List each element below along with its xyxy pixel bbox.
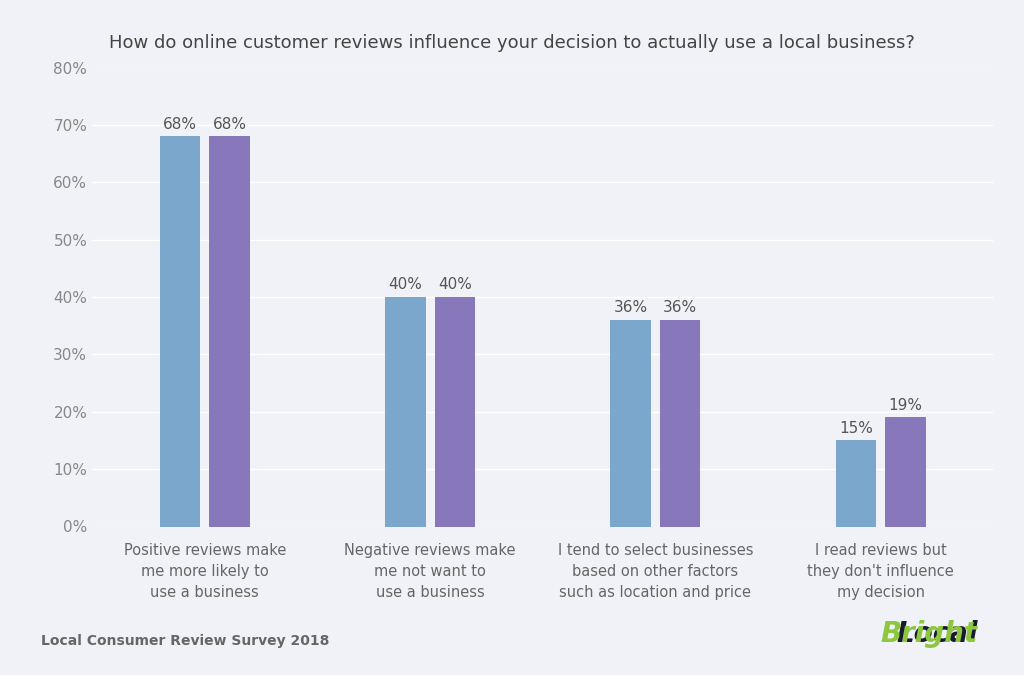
Text: How do online customer reviews influence your decision to actually use a local b: How do online customer reviews influence… xyxy=(110,34,914,52)
Text: 68%: 68% xyxy=(213,117,247,132)
Bar xyxy=(209,136,250,526)
Bar xyxy=(836,441,877,526)
Text: 36%: 36% xyxy=(613,300,647,315)
Bar xyxy=(385,297,426,526)
Text: Local: Local xyxy=(896,620,978,648)
Text: 19%: 19% xyxy=(889,398,923,413)
Text: Local Consumer Review Survey 2018: Local Consumer Review Survey 2018 xyxy=(41,634,330,648)
Text: 68%: 68% xyxy=(163,117,197,132)
Text: Bright: Bright xyxy=(881,620,978,648)
Bar xyxy=(610,320,651,526)
Text: 40%: 40% xyxy=(388,277,422,292)
Bar xyxy=(160,136,201,526)
Bar xyxy=(659,320,700,526)
Bar xyxy=(885,417,926,526)
Text: 40%: 40% xyxy=(438,277,472,292)
Text: 15%: 15% xyxy=(839,421,872,436)
Text: 36%: 36% xyxy=(664,300,697,315)
Bar xyxy=(434,297,475,526)
